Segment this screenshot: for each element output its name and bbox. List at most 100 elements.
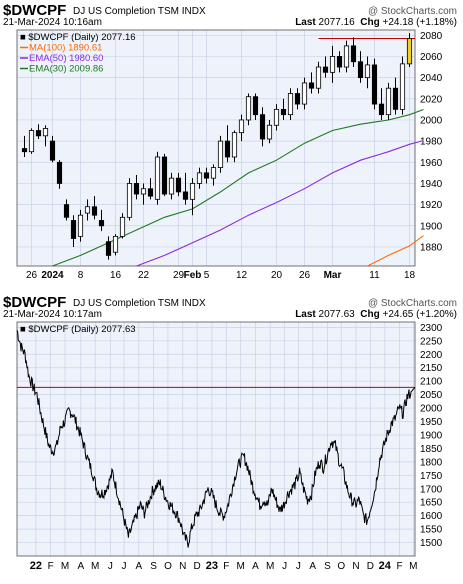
top-candle-body (182, 191, 189, 200)
bottom-y-tick-label: 1750 (420, 471, 443, 482)
top-candle-body (343, 45, 350, 68)
top-candle-body (392, 87, 399, 110)
bottom-x-tick-label: 24 (379, 560, 392, 572)
bottom-x-tick-label: 22 (30, 560, 42, 572)
top-candle-body (140, 188, 147, 195)
bottom-last-value: 2077.63 (318, 309, 355, 320)
top-candle-body (56, 161, 63, 184)
top-candle-body (70, 220, 77, 239)
top-candle (378, 88, 385, 120)
top-candle (133, 174, 140, 200)
top-candle (182, 172, 189, 205)
bottom-y-tick-label: 1950 (420, 417, 443, 428)
bottom-x-tick-label: F (397, 561, 403, 572)
top-candle-body (203, 172, 210, 179)
top-candle-body (280, 108, 287, 116)
top-candle (329, 45, 336, 83)
top-candle (259, 107, 266, 147)
top-y-tick-label: 1920 (420, 200, 443, 211)
top-candle (56, 160, 63, 189)
top-candle-body (273, 108, 280, 126)
top-candle (308, 72, 315, 94)
top-candle-body (119, 216, 126, 237)
bottom-last-label: Last (295, 309, 316, 320)
bottom-x-tick-label: J (282, 561, 287, 572)
top-candle (126, 178, 133, 221)
top-candle-body (133, 183, 140, 195)
top-candle (322, 56, 329, 78)
top-candle-body (322, 66, 329, 73)
top-plot-area (17, 30, 415, 266)
top-candle (161, 153, 168, 197)
bottom-symbol: $DWCPF (3, 294, 67, 311)
top-candlestick-chart: 1880 1900 1920 1940 1960 1980 2000 2020 2040 2060… (16, 29, 443, 281)
bottom-chg-value: +24.65 (+1.20%) (382, 309, 458, 320)
top-x-tick-label: 20 (271, 270, 283, 281)
top-candle-body (28, 130, 35, 153)
top-candle (63, 199, 70, 221)
top-y-tick-label: 2040 (420, 73, 443, 84)
bottom-y-tick-label: 1500 (420, 538, 443, 549)
top-x-tick-label: 16 (110, 270, 122, 281)
top-candle (238, 114, 245, 142)
top-candle (399, 56, 406, 115)
top-candle-body (168, 177, 175, 195)
top-candle (21, 135, 28, 157)
bottom-chg-label: Chg (360, 309, 380, 320)
top-index-name: DJ US Completion TSM INDX (73, 6, 206, 17)
top-candle (91, 196, 98, 220)
bottom-legend: ■ $DWCPF (Daily) 2077.63 (20, 324, 136, 335)
top-candle (357, 51, 364, 83)
top-candle-body (147, 188, 154, 197)
bottom-line-chart: 1500 1550 1600 1650 1700 1750 1800 1850 1900 1950… (16, 321, 443, 572)
top-x-tick-label: 22 (138, 270, 150, 281)
top-candle-body (98, 220, 105, 227)
top-candle-body (231, 132, 238, 158)
top-candle-body (350, 45, 357, 63)
top-candle-body (21, 148, 28, 153)
top-candle-body (308, 82, 315, 89)
top-candle (35, 124, 42, 140)
bottom-watermark: @ StockCharts.com (367, 298, 457, 309)
top-candle (273, 104, 280, 131)
top-candle (371, 58, 378, 110)
top-candle (70, 215, 77, 247)
top-candle-body (301, 82, 308, 105)
top-candle (189, 178, 196, 216)
top-candle-body (224, 140, 231, 158)
top-candle (224, 125, 231, 163)
top-candle-body (77, 214, 84, 237)
top-candle-body (371, 64, 378, 105)
bottom-x-tick-label: M (61, 561, 69, 572)
bottom-x-tick-label: M (237, 561, 245, 572)
top-x-tick-label: 29 (173, 270, 185, 281)
bottom-x-tick-label: O (337, 561, 345, 572)
top-series-ema50 (136, 139, 424, 267)
top-candle (77, 209, 84, 242)
top-y-tick-label: 2080 (420, 31, 443, 42)
top-candle-body (175, 177, 182, 193)
top-candle (119, 213, 126, 239)
top-candle-body (357, 61, 364, 79)
top-candle-body (161, 156, 168, 195)
top-x-tick-label: 26 (26, 270, 38, 281)
bottom-y-tick-label: 1700 (420, 484, 443, 495)
top-candle (252, 93, 259, 120)
top-candle (336, 51, 343, 73)
top-candle-body (35, 130, 42, 137)
top-candle-body (189, 183, 196, 200)
bottom-x-tick-label: M (266, 561, 274, 572)
bottom-y-tick-label: 2050 (420, 390, 443, 401)
bottom-x-tick-label: N (352, 561, 359, 572)
top-candle (266, 119, 273, 144)
top-candle-body (210, 167, 217, 179)
top-candle-body (399, 63, 406, 110)
bottom-x-tick-label: O (164, 561, 172, 572)
bottom-x-tick-label: A (309, 561, 316, 572)
bottom-legend-entry: ■ $DWCPF (Daily) 2077.63 (20, 324, 136, 335)
top-candle-body (63, 204, 70, 218)
bottom-price-line (16, 330, 416, 548)
bottom-y-tick-label: 2150 (420, 363, 443, 374)
top-candle-body (406, 38, 413, 65)
top-candle (385, 82, 392, 120)
